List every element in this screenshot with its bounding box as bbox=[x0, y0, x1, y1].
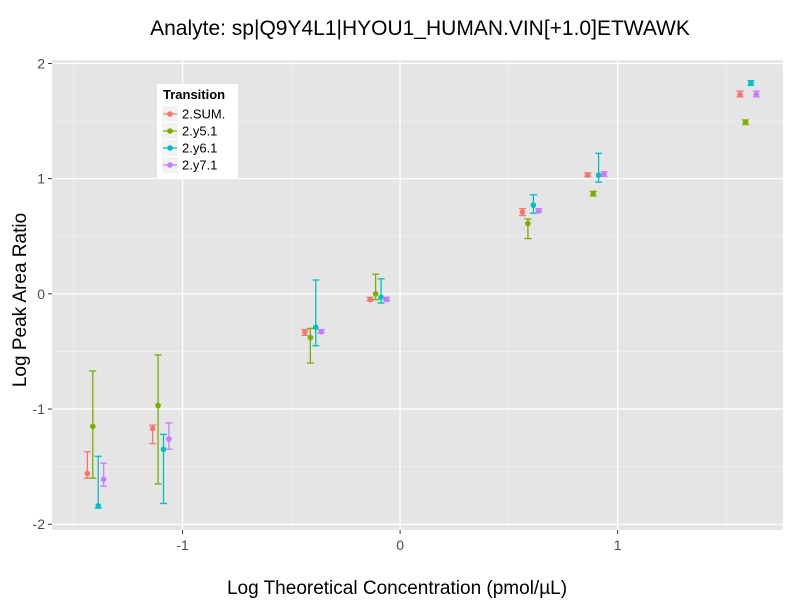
data-point bbox=[312, 324, 319, 331]
series-2-y7-1 bbox=[100, 90, 760, 487]
data-point bbox=[166, 436, 172, 442]
y-tick-label: 1 bbox=[37, 171, 45, 187]
legend-key-point bbox=[167, 111, 173, 117]
data-point bbox=[318, 329, 325, 335]
data-point bbox=[95, 503, 102, 509]
x-axis: -1 0 1 bbox=[176, 530, 622, 553]
legend: Transition 2.SUM. 2.y5.1 2.y6.1 2.y7.1 bbox=[157, 84, 238, 178]
data-point bbox=[595, 172, 602, 178]
data-point bbox=[378, 294, 384, 301]
y-tick-label: 0 bbox=[37, 286, 45, 302]
legend-item: 2.y6.1 bbox=[162, 140, 217, 156]
y-tick-label: 2 bbox=[37, 55, 45, 71]
data-point bbox=[160, 446, 167, 453]
data-marks bbox=[83, 80, 760, 509]
legend-key-point bbox=[167, 145, 173, 151]
data-point bbox=[742, 119, 749, 126]
data-point bbox=[149, 425, 156, 432]
legend-label: 2.y7.1 bbox=[182, 158, 217, 173]
y-axis-title: Log Peak Area Ratio bbox=[10, 213, 31, 387]
data-point bbox=[584, 172, 591, 178]
x-tick-label: -1 bbox=[176, 537, 189, 553]
legend-item: 2.y7.1 bbox=[162, 157, 217, 173]
legend-item: 2.SUM. bbox=[162, 106, 225, 122]
data-point bbox=[372, 291, 379, 297]
data-point bbox=[383, 296, 390, 303]
data-point bbox=[89, 423, 96, 430]
major-gridlines bbox=[52, 60, 783, 530]
data-point bbox=[737, 91, 743, 98]
legend-label: 2.y5.1 bbox=[182, 124, 217, 139]
data-point bbox=[748, 80, 754, 86]
x-tick-label: 0 bbox=[396, 537, 404, 553]
data-point bbox=[753, 91, 760, 98]
data-point bbox=[155, 402, 161, 409]
data-point bbox=[535, 208, 542, 214]
legend-label: 2.y6.1 bbox=[182, 141, 217, 156]
data-point bbox=[367, 296, 373, 303]
series-2-sum- bbox=[83, 90, 744, 479]
legend-key-point bbox=[167, 162, 173, 168]
chart-title: Analyte: sp|Q9Y4L1|HYOU1_HUMAN.VIN[+1.0]… bbox=[150, 17, 690, 40]
data-point bbox=[302, 329, 308, 335]
legend-label: 2.SUM. bbox=[182, 107, 225, 122]
legend-item: 2.y5.1 bbox=[162, 123, 217, 139]
legend-title: Transition bbox=[163, 87, 225, 102]
data-point bbox=[100, 476, 107, 483]
data-point bbox=[84, 470, 91, 477]
data-point bbox=[525, 220, 531, 227]
y-axis: -2 -1 0 1 2 bbox=[33, 55, 52, 532]
data-point bbox=[601, 171, 607, 177]
y-tick-label: -1 bbox=[33, 401, 46, 417]
x-tick-label: 1 bbox=[614, 537, 622, 553]
series-2-y5-1 bbox=[89, 119, 749, 485]
series-2-y6-1 bbox=[94, 80, 755, 509]
legend-key-point bbox=[167, 128, 173, 134]
data-point bbox=[590, 190, 596, 197]
x-axis-title: Log Theoretical Concentration (pmol/µL) bbox=[227, 578, 567, 599]
data-point bbox=[530, 202, 537, 208]
y-tick-label: -2 bbox=[33, 516, 46, 532]
data-point bbox=[519, 209, 526, 215]
data-point bbox=[307, 334, 314, 341]
